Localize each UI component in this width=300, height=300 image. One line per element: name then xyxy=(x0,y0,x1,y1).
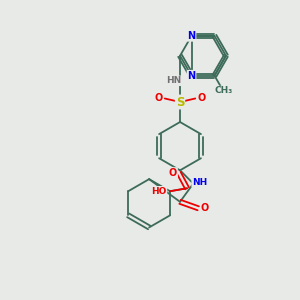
Text: HN: HN xyxy=(166,76,181,85)
Text: O: O xyxy=(155,94,163,103)
Text: NH: NH xyxy=(192,178,207,187)
Text: O: O xyxy=(201,203,209,213)
Text: CH₃: CH₃ xyxy=(214,86,232,95)
Text: S: S xyxy=(176,95,184,109)
Text: N: N xyxy=(188,31,196,41)
Text: N: N xyxy=(188,71,196,81)
Text: HO: HO xyxy=(151,187,166,196)
Text: O: O xyxy=(197,94,206,103)
Text: O: O xyxy=(169,168,177,178)
